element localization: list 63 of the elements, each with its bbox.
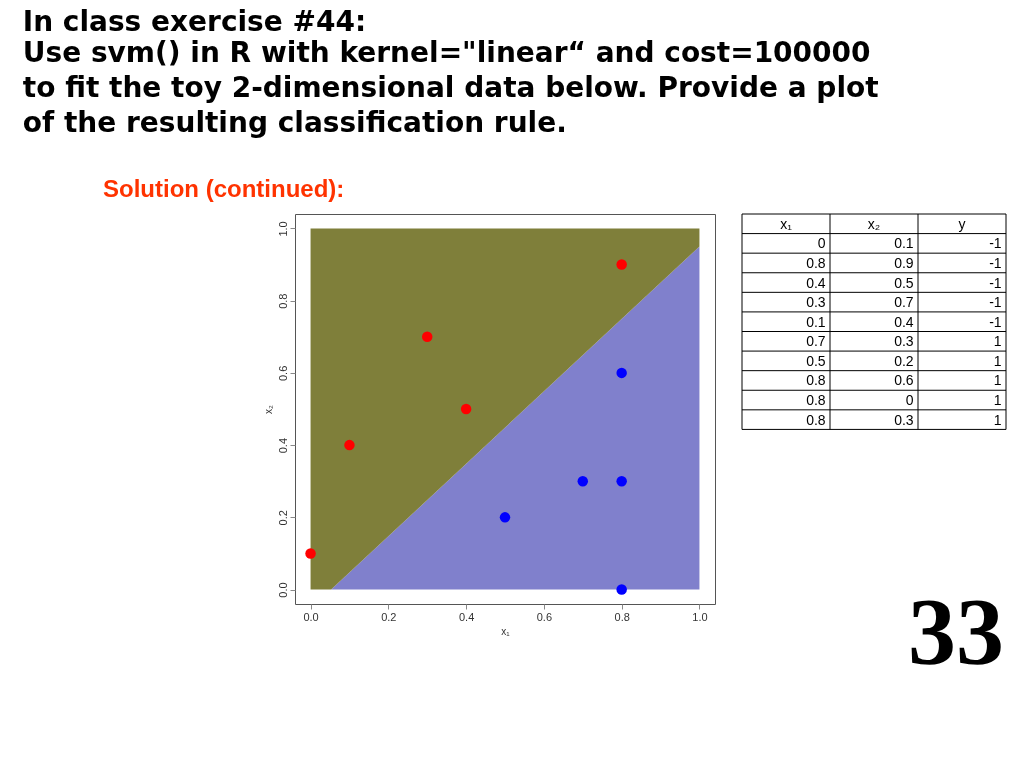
text: -1 — [989, 274, 1002, 291]
point — [616, 475, 627, 487]
text: 0.8 — [806, 372, 826, 389]
x-tick-label: 1.0 — [692, 610, 708, 623]
text: of the resulting classification rule. — [22, 105, 567, 139]
point — [616, 259, 627, 270]
text: 0.1 — [806, 313, 826, 330]
category-label: x₁ — [780, 215, 793, 232]
text: 33 — [908, 578, 1004, 685]
y-tick-label: 0.2 — [276, 510, 289, 526]
x-tick-label: 0.2 — [381, 610, 397, 623]
text: 0.7 — [806, 333, 826, 350]
y-axis-title: x₂ — [262, 404, 274, 414]
y-tick-label: 0.4 — [276, 437, 289, 454]
text: 0.3 — [894, 411, 914, 428]
text: 0.7 — [894, 294, 914, 311]
point — [460, 403, 472, 415]
y-tick-label: 0.8 — [276, 293, 289, 309]
text: Solution (continued): — [103, 175, 345, 202]
chart-title: In class exercise #44: — [22, 4, 367, 38]
text: 0.3 — [894, 333, 914, 350]
text: 0 — [817, 235, 826, 252]
x-axis-title: x₁ — [501, 625, 511, 637]
category-label: y — [958, 215, 966, 232]
text: 0.5 — [806, 352, 826, 369]
y-tick-label: 0.0 — [276, 582, 289, 598]
text: 0.4 — [806, 274, 826, 291]
point — [499, 512, 511, 523]
category-label: x₂ — [867, 215, 881, 232]
text: 1 — [993, 333, 1002, 350]
text: 0.9 — [894, 254, 914, 271]
x-tick-label: 0.0 — [303, 610, 319, 623]
text: 0.5 — [894, 274, 914, 291]
text: 0.2 — [894, 352, 914, 369]
text: Use svm() in R with kernel="linear“ and cost=100000 — [22, 35, 871, 69]
point — [305, 548, 316, 559]
text: -1 — [989, 235, 1002, 252]
text: to fit the toy 2-dimensional data below. Provide a plot — [22, 70, 879, 104]
point — [577, 475, 589, 487]
text: -1 — [989, 294, 1002, 311]
y-tick-label: 0.6 — [276, 365, 289, 382]
text: 1 — [993, 411, 1002, 428]
text: 0.4 — [894, 313, 914, 330]
text: 0.8 — [806, 254, 826, 271]
text: 0.8 — [806, 392, 826, 409]
text: 1 — [993, 392, 1002, 409]
point — [344, 439, 355, 451]
x-tick-label: 0.8 — [614, 610, 630, 623]
point — [421, 331, 433, 343]
text: 1 — [993, 372, 1002, 389]
text: 1 — [993, 352, 1002, 369]
point — [616, 584, 627, 595]
text: 0.3 — [806, 294, 826, 311]
text: 0.8 — [806, 411, 826, 428]
text: 0.1 — [894, 235, 914, 252]
x-tick-label: 0.6 — [536, 610, 553, 623]
text: -1 — [989, 254, 1002, 271]
text: -1 — [989, 313, 1002, 330]
text: 0.6 — [894, 372, 914, 389]
y-tick-label: 1.0 — [276, 221, 289, 237]
x-tick-label: 0.4 — [458, 610, 475, 623]
point — [616, 367, 627, 379]
text: 0 — [905, 392, 914, 409]
